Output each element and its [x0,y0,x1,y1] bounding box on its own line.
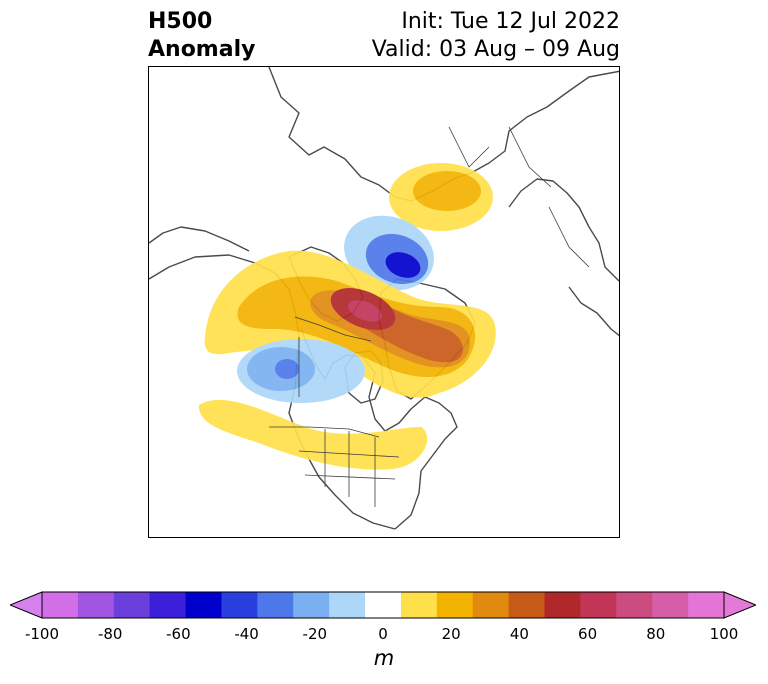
init-date: Init: Tue 12 Jul 2022 [401,9,620,34]
colorbar-segment [652,592,689,618]
europe-coastline [568,286,619,337]
colorbar-segment [365,592,402,618]
colorbar-segment [472,592,510,618]
conus-anomaly-10 [198,399,428,470]
colorbar-over-arrow [723,591,756,619]
colorbar-outline [41,591,725,619]
colorbar-segment [185,592,222,618]
title-line-1: H500 [148,9,213,34]
colorbar-segment [329,592,366,618]
colorbar-segment [42,592,79,618]
ridge-anomaly-60 [347,300,383,322]
forecast-dates: Init: Tue 12 Jul 2022 Valid: 03 Aug – 09… [372,8,620,64]
colorbar-segment [221,592,258,618]
colorbar-segment [400,592,438,618]
colorbar-tick-label: -100 [24,625,60,643]
colorbar-tick-label: 100 [709,625,739,643]
country-borders [269,126,590,507]
colorbar-tick-label: 60 [578,625,598,643]
colorbar-tick-label: 40 [509,625,529,643]
valid-range: Valid: 03 Aug – 09 Aug [371,37,620,62]
pacific-anomaly-40 [275,359,299,379]
colorbar-tick-label: -80 [97,625,123,643]
anomaly-fields [198,163,496,470]
colorbar-tick-label: -60 [166,625,191,643]
colorbar-segment [436,592,474,618]
colorbar-segment [113,592,151,618]
colorbar-segment [508,592,546,618]
barents-anomaly-30 [413,171,481,211]
colorbar-segment [544,592,581,618]
colorbar-segment [688,592,725,618]
colorbar-tick-label: 20 [441,625,461,643]
alaska-coast [149,226,250,252]
colorbar-segment [616,592,653,618]
title-line-2: Anomaly [148,37,256,62]
colorbar-segment [580,592,617,618]
siberia-anomaly-60 [385,252,421,278]
colorbar-tick-label: -20 [302,625,328,643]
anomaly-map [149,67,619,537]
scandinavia-coastline [508,178,619,282]
colorbar-under-arrow [10,591,43,619]
colorbar-segment [77,592,115,618]
colorbar-segment [149,592,187,618]
colorbar [10,591,756,619]
colorbar-units: m [373,646,395,670]
colorbar-segment [257,592,294,618]
colorbar-segment [293,592,330,618]
colorbar-tick-label: 80 [646,625,666,643]
map-title: H500 Anomaly [148,8,255,64]
colorbar-tick-label: -40 [234,625,259,643]
colorbar-tick-label: 0 [378,625,388,643]
map-panel [148,66,620,538]
